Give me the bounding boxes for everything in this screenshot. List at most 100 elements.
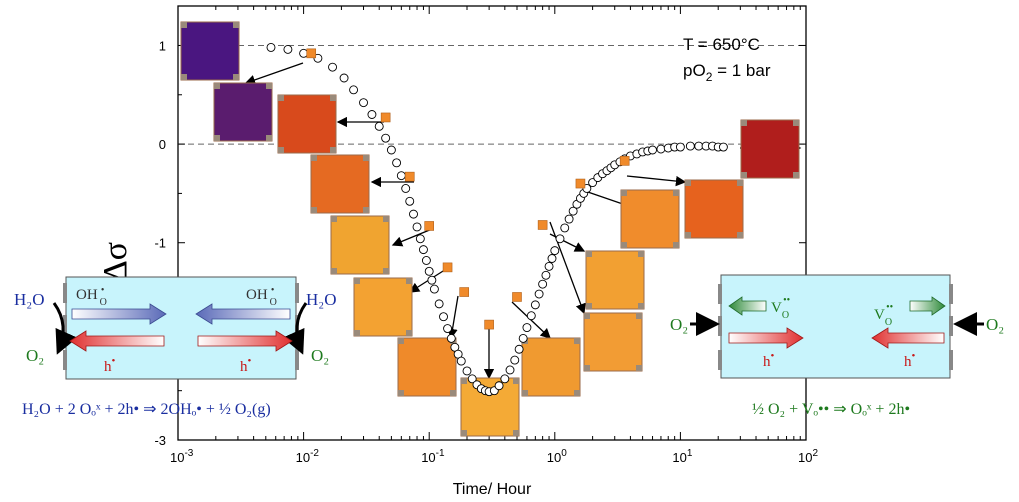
right-electrode-6 (949, 350, 953, 370)
open-circle-point (675, 142, 685, 152)
image-corner-mark (330, 147, 336, 153)
image-corner-mark (278, 147, 284, 153)
right-electrode-3 (718, 350, 722, 370)
open-circle-point (530, 300, 540, 310)
right-equation: ½ O₂ + Vₒ•• ⇒ Oₒˣ + 2h• (752, 401, 910, 418)
open-circle-point (564, 214, 574, 224)
x-tick-label: 100 (547, 448, 567, 465)
image-corner-mark (673, 190, 679, 196)
x-tick-label: 10-3 (170, 448, 194, 465)
filled-square-point (575, 178, 586, 189)
sample-image-5 (330, 215, 390, 275)
open-circle-point (412, 222, 422, 232)
x-axis-title: Time/ Hour (453, 481, 532, 498)
image-corner-mark (331, 268, 337, 274)
right-inset-right-o2: O₂ (986, 315, 1004, 334)
open-circle-point (401, 184, 411, 193)
image-corner-mark (584, 313, 590, 319)
open-circle-point (328, 62, 337, 72)
right-o2-label: O₂ (311, 346, 329, 365)
image-corner-mark (586, 303, 592, 309)
image-corner-mark (737, 180, 743, 186)
image-corner-mark (398, 338, 404, 344)
image-corner-mark (685, 232, 691, 238)
open-circle-point (439, 312, 448, 322)
oh-arrow-left-icon (195, 303, 291, 325)
series-filled-squares (306, 48, 630, 330)
filled-square-point (484, 319, 494, 330)
image-corner-mark (354, 330, 360, 336)
image-corner-mark (513, 430, 519, 436)
open-circle-point (381, 133, 391, 143)
image-corner-mark (461, 378, 467, 384)
right-inset: O₂ O₂ VO•• VO•• h• h• ½ O₂ + Vₒ•• ⇒ Oₒˣ … (670, 274, 1004, 418)
left-electrode-4 (295, 283, 299, 303)
sample-image-11 (585, 250, 645, 310)
filled-square-point (537, 220, 548, 230)
open-circle-point (518, 333, 528, 343)
image-corner-mark (406, 330, 412, 336)
image-corner-mark (331, 216, 337, 222)
open-circle-point (568, 206, 578, 216)
open-circle-point (409, 209, 418, 219)
open-circle-point (456, 356, 466, 366)
hole-arrow-right-icon (197, 330, 293, 352)
open-circle-point (396, 171, 406, 181)
left-vacancy-label: VO•• (771, 295, 790, 321)
sample-image-14 (740, 119, 800, 179)
image-corner-mark (574, 338, 580, 344)
image-corner-mark (363, 155, 369, 161)
image-corner-mark (793, 172, 799, 178)
open-circle-point (555, 234, 565, 244)
y-axis-title: Δσ (97, 242, 134, 282)
po2-annotation: pO2 = 1 bar (683, 61, 771, 84)
sample-image-9 (521, 337, 581, 397)
open-circle-point (494, 381, 504, 391)
open-circle-point (538, 279, 548, 289)
open-circle-point (718, 142, 728, 152)
image-pointer-arrow (549, 233, 586, 252)
open-circle-point (505, 365, 515, 375)
open-circle-point (415, 234, 425, 244)
open-circle-point (266, 42, 276, 52)
right-inset-left-hole: h• (763, 350, 775, 370)
image-corner-mark (330, 95, 336, 101)
hole-arrow-left-icon (69, 330, 165, 352)
open-circle-point (514, 344, 524, 354)
open-circle-point (424, 266, 434, 276)
open-circle-point (419, 245, 428, 255)
filled-square-point (512, 292, 522, 302)
image-corner-mark (450, 390, 456, 396)
open-circle-point (434, 299, 444, 309)
open-circle-point (522, 323, 532, 333)
image-corner-mark (621, 190, 627, 196)
image-pointer-arrow (244, 62, 304, 85)
filled-square-point (459, 287, 470, 297)
sample-image-1 (180, 21, 240, 81)
image-corner-mark (638, 303, 644, 309)
open-circle-point (560, 223, 570, 233)
image-corner-mark (181, 74, 187, 80)
sample-image-13 (684, 179, 744, 239)
image-corner-mark (621, 242, 627, 248)
open-circle-point (544, 261, 554, 271)
y-tick-label: -1 (154, 236, 166, 251)
left-o2-label: O₂ (26, 346, 44, 365)
open-circle-point (462, 366, 472, 376)
image-corner-mark (636, 365, 642, 371)
image-corner-mark (363, 207, 369, 213)
image-pointer-arrow (391, 228, 433, 247)
right-vacancy-label: VO•• (874, 302, 893, 328)
image-corner-mark (638, 251, 644, 257)
sample-image-4 (310, 154, 370, 214)
image-corner-mark (741, 120, 747, 126)
series-open-circles (266, 42, 728, 397)
image-corner-mark (673, 242, 679, 248)
image-corner-mark (737, 232, 743, 238)
right-inset-right-hole: h• (904, 350, 916, 370)
open-circle-point (510, 355, 520, 365)
image-corner-mark (278, 95, 284, 101)
image-corner-mark (266, 135, 272, 141)
right-hole-label: h• (240, 355, 252, 375)
